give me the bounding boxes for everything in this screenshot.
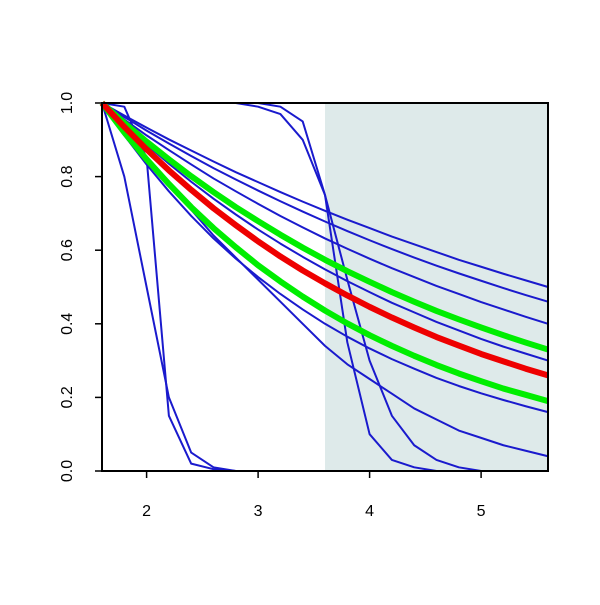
- y-tick-label: 0.0: [59, 460, 76, 482]
- data-line: [99, 101, 549, 404]
- x-tick-label: 4: [365, 503, 374, 520]
- data-line: [101, 102, 549, 303]
- data-line: [100, 100, 549, 353]
- data-line: [101, 102, 549, 362]
- x-tick-label: 3: [254, 503, 263, 520]
- y-tick-label: 0.2: [59, 386, 76, 408]
- y-tick-label: 0.4: [59, 313, 76, 335]
- data-line: [101, 102, 549, 288]
- y-tick-label: 1.0: [59, 92, 76, 114]
- highlight-region: [325, 103, 548, 471]
- x-tick-label: 2: [142, 503, 151, 520]
- x-tick-label: 5: [477, 503, 486, 520]
- y-tick-label: 0.8: [59, 165, 76, 187]
- data-line: [101, 102, 549, 414]
- y-tick-label: 0.6: [59, 239, 76, 261]
- data-line: [101, 102, 549, 325]
- data-line: [99, 100, 549, 379]
- plot-frame: [101, 102, 549, 472]
